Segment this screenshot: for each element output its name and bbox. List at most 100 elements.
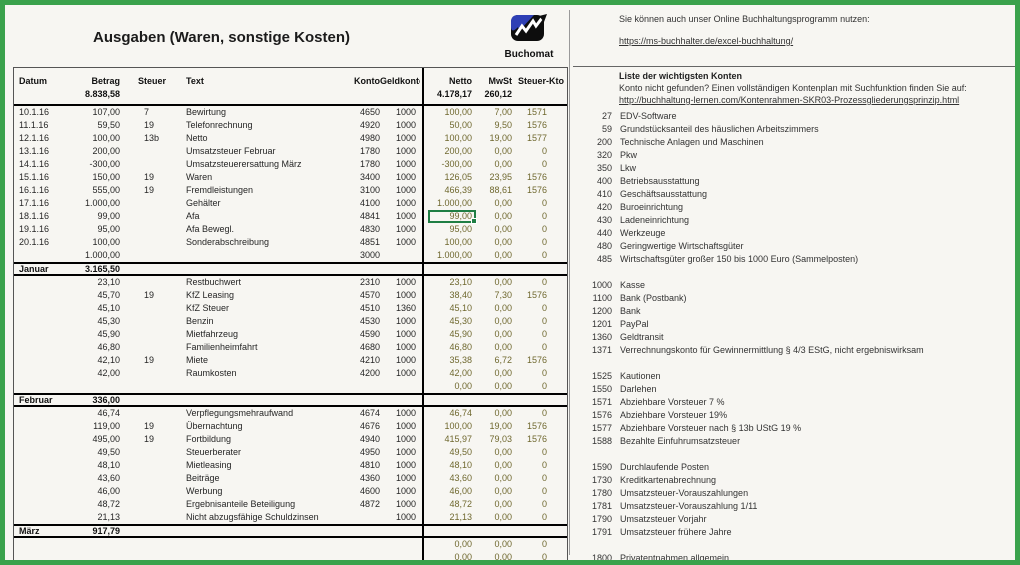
konto-cell[interactable]: 4872 — [359, 499, 380, 509]
geldkonto-cell[interactable]: 1000 — [395, 342, 416, 352]
betrag-cell[interactable]: 48,72 — [97, 499, 120, 509]
konto-cell[interactable]: 4360 — [359, 473, 380, 483]
konten-item[interactable]: 1590 Durchlaufende Posten — [571, 461, 924, 474]
betrag-cell[interactable]: 48,10 — [97, 460, 120, 470]
betrag-cell[interactable]: 43,60 — [97, 473, 120, 483]
netto-cell[interactable]: 100,00 — [444, 107, 472, 117]
netto-cell[interactable]: 200,00 — [444, 146, 472, 156]
konten-item[interactable]: 1371 Verrechnungskonto für Gewinnermittlu… — [571, 344, 924, 357]
konten-item[interactable]: 1730 Kreditkartenabrechnung — [571, 474, 924, 487]
stkto-cell[interactable]: 1576 — [526, 434, 547, 444]
mwst-cell[interactable]: 0,00 — [494, 486, 512, 496]
datum-cell[interactable] — [14, 354, 66, 367]
konten-list-link[interactable]: http://buchhaltung-lernen.com/Kontenrahm… — [619, 95, 960, 105]
datum-cell[interactable] — [14, 472, 66, 485]
konto-cell[interactable] — [350, 538, 380, 551]
steuer-cell[interactable] — [124, 302, 168, 315]
konten-item[interactable]: 1577 Abziehbare Vorsteuer nach § 13b UStG… — [571, 422, 924, 435]
steuer-cell[interactable] — [124, 485, 168, 498]
betrag-cell[interactable] — [66, 538, 124, 551]
netto-cell[interactable]: 42,00 — [449, 368, 472, 378]
stkto-cell[interactable]: 0 — [541, 460, 547, 470]
steuer-cell[interactable] — [124, 158, 168, 171]
netto-cell[interactable]: 0,00 — [454, 552, 472, 562]
netto-cell[interactable]: 48,10 — [449, 460, 472, 470]
text-cell[interactable]: Umsatzsteuer Februar — [186, 146, 276, 156]
konto-cell[interactable]: 4830 — [359, 224, 380, 234]
stkto-cell[interactable]: 1576 — [526, 120, 547, 130]
steuer-cell[interactable] — [124, 472, 168, 485]
konten-item[interactable]: 1550 Darlehen — [571, 383, 924, 396]
netto-cell[interactable]: -300,00 — [441, 159, 472, 169]
steuer-cell[interactable] — [124, 459, 168, 472]
konto-cell[interactable]: 4650 — [359, 107, 380, 117]
betrag-cell[interactable]: 1.000,00 — [84, 250, 120, 260]
stkto-cell[interactable]: 0 — [541, 303, 547, 313]
konto-cell[interactable]: 4940 — [359, 434, 380, 444]
datum-cell[interactable] — [14, 367, 66, 380]
betrag-cell[interactable]: 95,00 — [97, 224, 120, 234]
mwst-cell[interactable]: 0,00 — [494, 159, 512, 169]
steuer-cell[interactable] — [124, 341, 168, 354]
month-label[interactable]: Februar — [19, 395, 53, 405]
konto-cell[interactable]: 1780 — [359, 159, 380, 169]
konten-item[interactable]: 320 Pkw — [571, 149, 924, 162]
geldkonto-cell[interactable]: 1000 — [395, 224, 416, 234]
geldkonto-cell[interactable]: 1000 — [395, 421, 416, 431]
month-total[interactable]: 3.165,50 — [84, 264, 120, 274]
steuer-cell[interactable] — [124, 328, 168, 341]
datum-cell[interactable] — [14, 511, 66, 524]
text-cell[interactable]: Restbuchwert — [186, 277, 242, 287]
datum-cell[interactable] — [14, 328, 66, 341]
steuer-cell[interactable] — [124, 197, 168, 210]
netto-cell[interactable]: 100,00 — [444, 133, 472, 143]
steuer-cell[interactable] — [124, 538, 168, 551]
konten-item[interactable]: 1100 Bank (Postbank) — [571, 292, 924, 305]
stkto-cell[interactable]: 1571 — [526, 107, 547, 117]
stkto-cell[interactable]: 0 — [541, 447, 547, 457]
mwst-cell[interactable]: 0,00 — [494, 329, 512, 339]
geldkonto-cell[interactable]: 1000 — [395, 512, 416, 522]
mwst-cell[interactable]: 0,00 — [494, 512, 512, 522]
month-label[interactable]: Januar — [19, 264, 49, 274]
konto-cell[interactable] — [350, 551, 380, 560]
geldkonto-cell[interactable]: 1000 — [395, 120, 416, 130]
mwst-cell[interactable]: 7,00 — [494, 107, 512, 117]
steuer-cell[interactable]: 13b — [144, 133, 160, 143]
stkto-cell[interactable]: 1577 — [526, 133, 547, 143]
steuer-cell[interactable] — [124, 236, 168, 249]
netto-cell[interactable]: 45,90 — [449, 329, 472, 339]
mwst-cell[interactable]: 0,00 — [494, 250, 512, 260]
konto-cell[interactable]: 4980 — [359, 133, 380, 143]
datum-cell[interactable] — [14, 302, 66, 315]
geldkonto-cell[interactable]: 1000 — [395, 277, 416, 287]
datum-cell[interactable]: 18.1.16 — [19, 211, 50, 221]
netto-cell[interactable]: 46,80 — [449, 342, 472, 352]
betrag-cell[interactable]: 100,00 — [92, 133, 120, 143]
datum-cell[interactable]: 16.1.16 — [19, 185, 50, 195]
konten-item[interactable]: 440 Werkzeuge — [571, 227, 924, 240]
konto-cell[interactable]: 3400 — [359, 172, 380, 182]
mwst-cell[interactable]: 0,00 — [494, 408, 512, 418]
text-cell[interactable]: Verpflegungsmehraufwand — [186, 408, 294, 418]
text-cell[interactable]: Telefonrechnung — [186, 120, 253, 130]
text-cell[interactable]: Umsatzsteuerersattung März — [186, 159, 302, 169]
steuer-cell[interactable] — [124, 145, 168, 158]
datum-cell[interactable] — [14, 276, 66, 289]
konten-item[interactable]: 1525 Kautionen — [571, 370, 924, 383]
betrag-cell[interactable]: 200,00 — [92, 146, 120, 156]
netto-cell[interactable]: 1.000,00 — [436, 250, 472, 260]
konten-item[interactable]: 410 Geschäftsausstattung — [571, 188, 924, 201]
col-header-betrag[interactable]: Betrag — [91, 76, 120, 86]
betrag-cell[interactable]: 46,80 — [97, 342, 120, 352]
datum-cell[interactable]: 10.1.16 — [19, 107, 50, 117]
text-cell[interactable] — [168, 538, 350, 551]
promo-link[interactable]: https://ms-buchhalter.de/excel-buchhaltu… — [619, 36, 794, 46]
text-cell[interactable] — [168, 380, 350, 393]
mwst-cell[interactable]: 0,00 — [494, 198, 512, 208]
betrag-cell[interactable]: 45,90 — [97, 329, 120, 339]
stkto-cell[interactable]: 1576 — [526, 421, 547, 431]
netto-cell[interactable]: 100,00 — [444, 237, 472, 247]
steuer-cell[interactable]: 19 — [144, 290, 155, 300]
betrag-cell[interactable]: 119,00 — [93, 421, 120, 431]
